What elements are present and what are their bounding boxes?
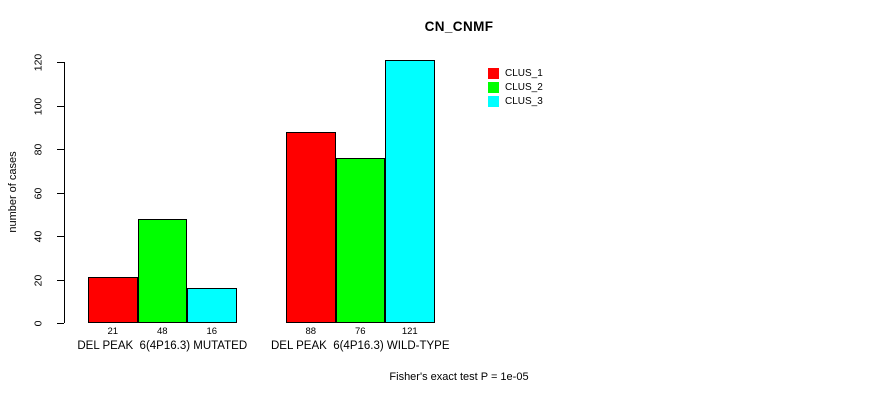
y-axis-tick	[57, 236, 64, 237]
legend: CLUS_1 CLUS_2 CLUS_3	[488, 66, 543, 108]
annotation-text: Fisher's exact test P = 1e-05	[389, 371, 529, 383]
bar-clus_3-mutated	[187, 288, 237, 323]
y-axis-tick-label: 120	[32, 53, 45, 72]
bar-value-label: 88	[305, 326, 317, 337]
bar-clus_2-wild-type	[335, 157, 385, 323]
bar-value-label: 48	[156, 326, 168, 337]
y-axis-label: number of cases	[7, 151, 19, 233]
legend-item-label: CLUS_2	[505, 81, 543, 93]
y-axis-tick-label: 0	[32, 320, 45, 327]
y-axis-tick-label: 60	[32, 187, 45, 200]
y-axis-tick-label: 40	[32, 230, 45, 243]
y-axis-tick-label: 100	[32, 97, 45, 116]
bar-clus_1-mutated	[88, 277, 138, 323]
bar-clus_2-mutated	[137, 218, 187, 323]
y-axis-tick	[57, 193, 64, 194]
legend-item: CLUS_1	[488, 66, 543, 80]
legend-item: CLUS_3	[488, 94, 543, 108]
bar-value-label: 76	[354, 326, 366, 337]
legend-swatch-clus_1	[488, 67, 499, 79]
x-axis-group-label: DEL PEAK 6(4P16.3) WILD-TYPE	[270, 340, 450, 352]
y-axis-tick-label: 20	[32, 274, 45, 287]
y-axis-tick-label: 80	[32, 143, 45, 156]
y-axis-tick	[57, 106, 64, 107]
x-axis-group-label: DEL PEAK 6(4P16.3) MUTATED	[77, 340, 248, 352]
y-axis-tick	[57, 280, 64, 281]
bar-value-label: 21	[107, 326, 119, 337]
bar-clus_1-wild-type	[286, 131, 336, 323]
bar-clus_3-wild-type	[385, 59, 435, 323]
legend-swatch-clus_2	[488, 81, 499, 93]
legend-item: CLUS_2	[488, 80, 543, 94]
legend-item-label: CLUS_1	[505, 67, 543, 79]
y-axis-tick	[57, 323, 64, 324]
y-axis-tick	[57, 149, 64, 150]
y-axis-tick	[57, 62, 64, 63]
y-axis-line	[64, 62, 65, 323]
chart-title: CN_CNMF	[424, 19, 494, 34]
legend-item-label: CLUS_3	[505, 95, 543, 107]
bar-value-label: 16	[206, 326, 218, 337]
legend-swatch-clus_3	[488, 95, 499, 107]
bar-value-label: 121	[401, 326, 418, 337]
